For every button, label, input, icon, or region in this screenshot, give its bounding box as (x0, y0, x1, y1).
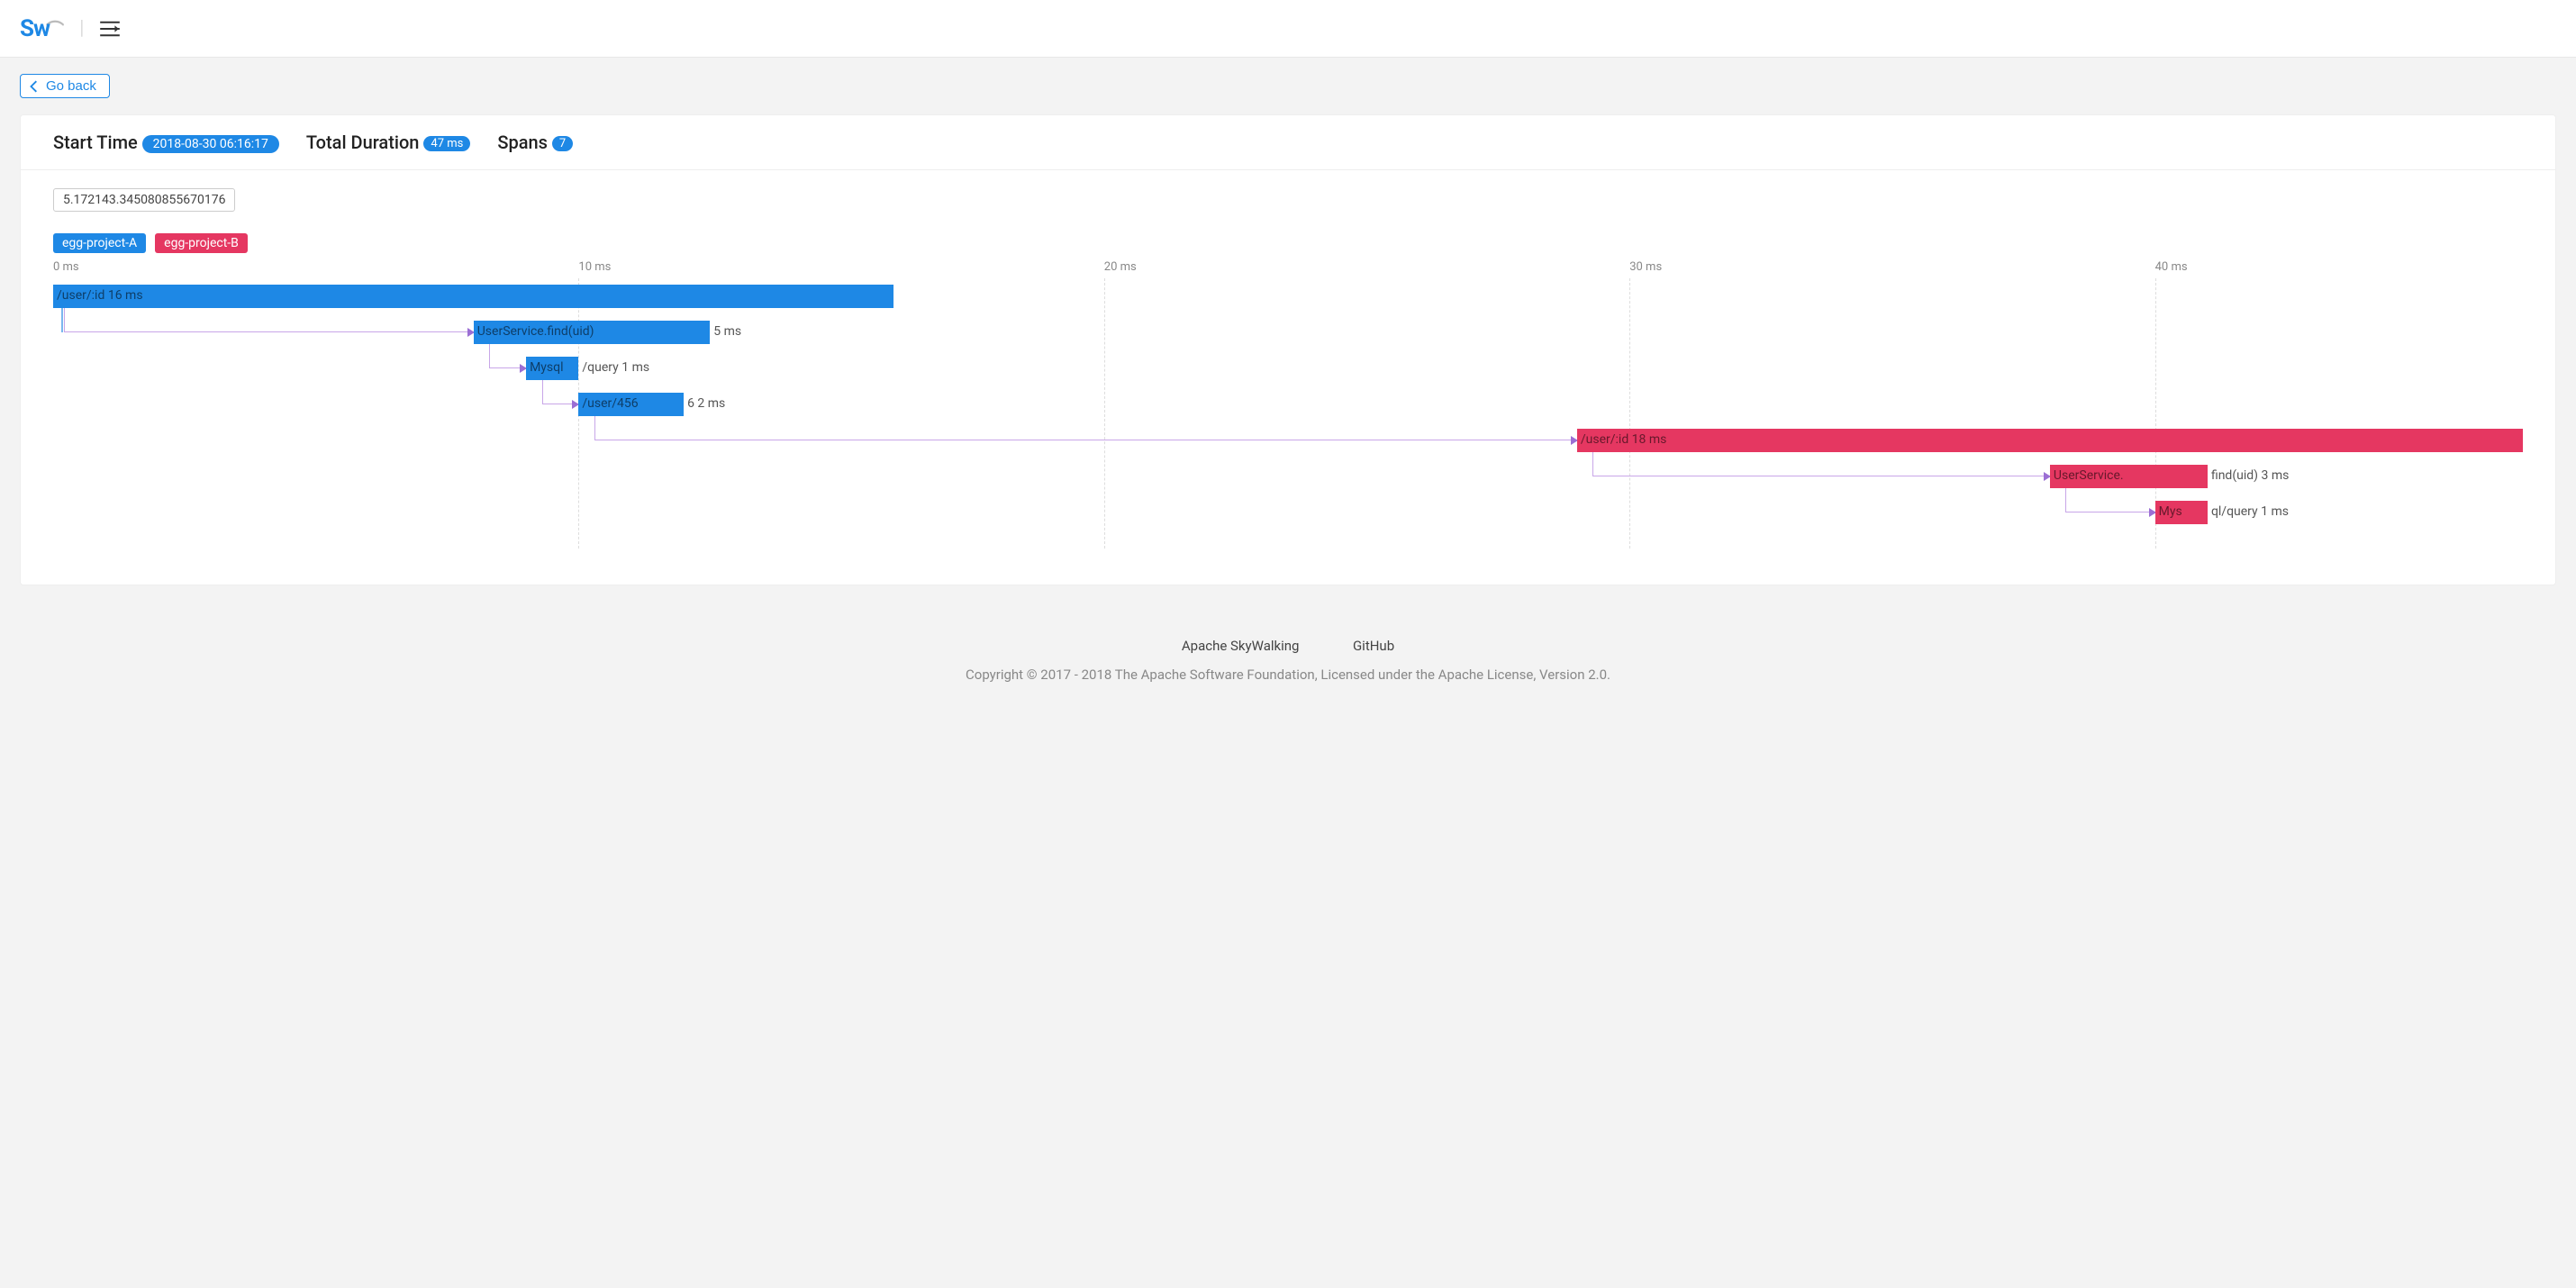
span-label-after: 5 ms (713, 324, 741, 339)
duration-value: 47 ms (423, 136, 470, 151)
span-label-inside: /user/:id 16 ms (57, 288, 143, 303)
trace-card: Start Time 2018-08-30 06:16:17 Total Dur… (20, 114, 2556, 585)
span-label-after: 6 2 ms (687, 396, 725, 411)
span-bar[interactable]: /user/:id 18 ms (1577, 429, 2523, 452)
axis-tick: 0 ms (53, 260, 79, 274)
trace-summary: Start Time 2018-08-30 06:16:17 Total Dur… (21, 115, 2555, 170)
span-bar[interactable]: /user/:id 16 ms (53, 285, 893, 308)
span-bar[interactable]: Mysql/query 1 ms (526, 357, 578, 380)
span-label-inside: UserService. (2054, 468, 2124, 483)
footer-link-skywalking[interactable]: Apache SkyWalking (1182, 638, 1300, 654)
span-connector (594, 416, 1577, 440)
span-vline (61, 308, 63, 332)
service-legend: egg-project-A egg-project-B (53, 233, 2523, 253)
span-bar[interactable]: Mysql/query 1 ms (2155, 501, 2208, 524)
go-back-label: Go back (46, 78, 96, 94)
span-connector (2065, 488, 2154, 512)
span-label-after: find(uid) 3 ms (2211, 468, 2289, 483)
start-time-group: Start Time 2018-08-30 06:16:17 (53, 132, 279, 153)
start-time-value: 2018-08-30 06:16:17 (142, 135, 279, 153)
span-label-after: /query 1 ms (582, 360, 649, 375)
axis-tick: 10 ms (578, 260, 611, 274)
chevron-left-icon (28, 80, 41, 93)
topbar-divider: | (79, 17, 84, 40)
logo-letter-w: w (33, 15, 50, 42)
span-bar[interactable]: UserService.find(uid)5 ms (474, 321, 711, 344)
span-label-inside: /user/:id 18 ms (1581, 432, 1667, 447)
timeline-rows: /user/:id 16 msUserService.find(uid)5 ms… (53, 278, 2523, 549)
timeline-row (53, 350, 2523, 386)
span-label-inside: /user/456 (582, 396, 638, 411)
trace-id-chip[interactable]: 5.172143.345080855670176 (53, 188, 235, 212)
go-back-button[interactable]: Go back (20, 74, 110, 98)
span-connector (489, 344, 526, 368)
span-bar[interactable]: UserService.find(uid) 3 ms (2050, 465, 2208, 488)
axis-tick: 40 ms (2155, 260, 2188, 274)
footer: Apache SkyWalking GitHub Copyright © 201… (0, 602, 2576, 692)
footer-link-github[interactable]: GitHub (1353, 638, 1394, 654)
span-connector (1592, 452, 2050, 476)
menu-toggle-icon[interactable] (100, 21, 120, 37)
start-time-label: Start Time (53, 132, 138, 153)
logo-letter-s: S (20, 15, 33, 42)
legend-tag[interactable]: egg-project-A (53, 233, 146, 253)
spans-label: Spans (497, 132, 548, 153)
span-label-inside: Mysql (530, 360, 563, 375)
axis-tick: 20 ms (1104, 260, 1137, 274)
span-timeline: 0 ms 10 ms 20 ms 30 ms 40 ms /user/:id 16 ms… (53, 260, 2523, 549)
timeline-axis: 0 ms 10 ms 20 ms 30 ms 40 ms (53, 260, 2523, 278)
axis-tick: 30 ms (1629, 260, 1662, 274)
logo: Sw⌒ (20, 15, 63, 42)
duration-group: Total Duration 47 ms (306, 132, 471, 153)
topbar: Sw⌒ | (0, 0, 2576, 58)
span-connector (542, 380, 579, 404)
span-label-after: ql/query 1 ms (2211, 504, 2289, 519)
spans-value: 7 (552, 136, 573, 151)
span-label-inside: Mys (2159, 504, 2182, 519)
span-bar[interactable]: /user/4566 2 ms (578, 393, 684, 416)
span-connector (64, 308, 474, 332)
duration-label: Total Duration (306, 132, 420, 153)
spans-group: Spans 7 (497, 132, 573, 153)
footer-copyright: Copyright © 2017 - 2018 The Apache Softw… (0, 667, 2576, 683)
legend-tag[interactable]: egg-project-B (155, 233, 248, 253)
span-label-inside: UserService.find(uid) (477, 324, 594, 339)
